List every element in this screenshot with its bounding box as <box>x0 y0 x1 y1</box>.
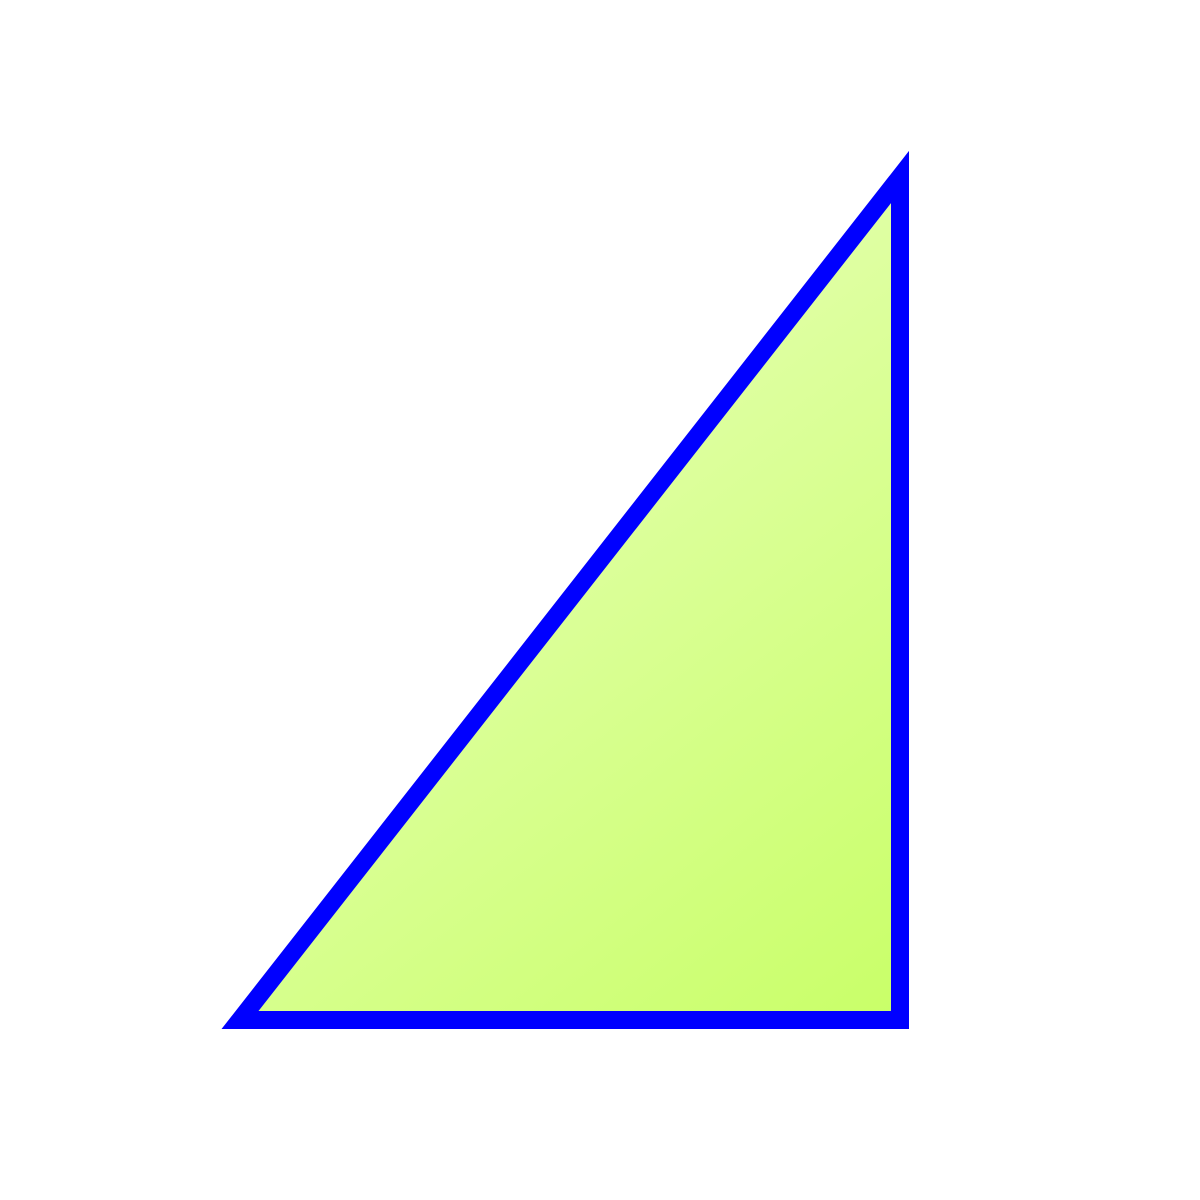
right-triangle-shape <box>221 150 909 1029</box>
